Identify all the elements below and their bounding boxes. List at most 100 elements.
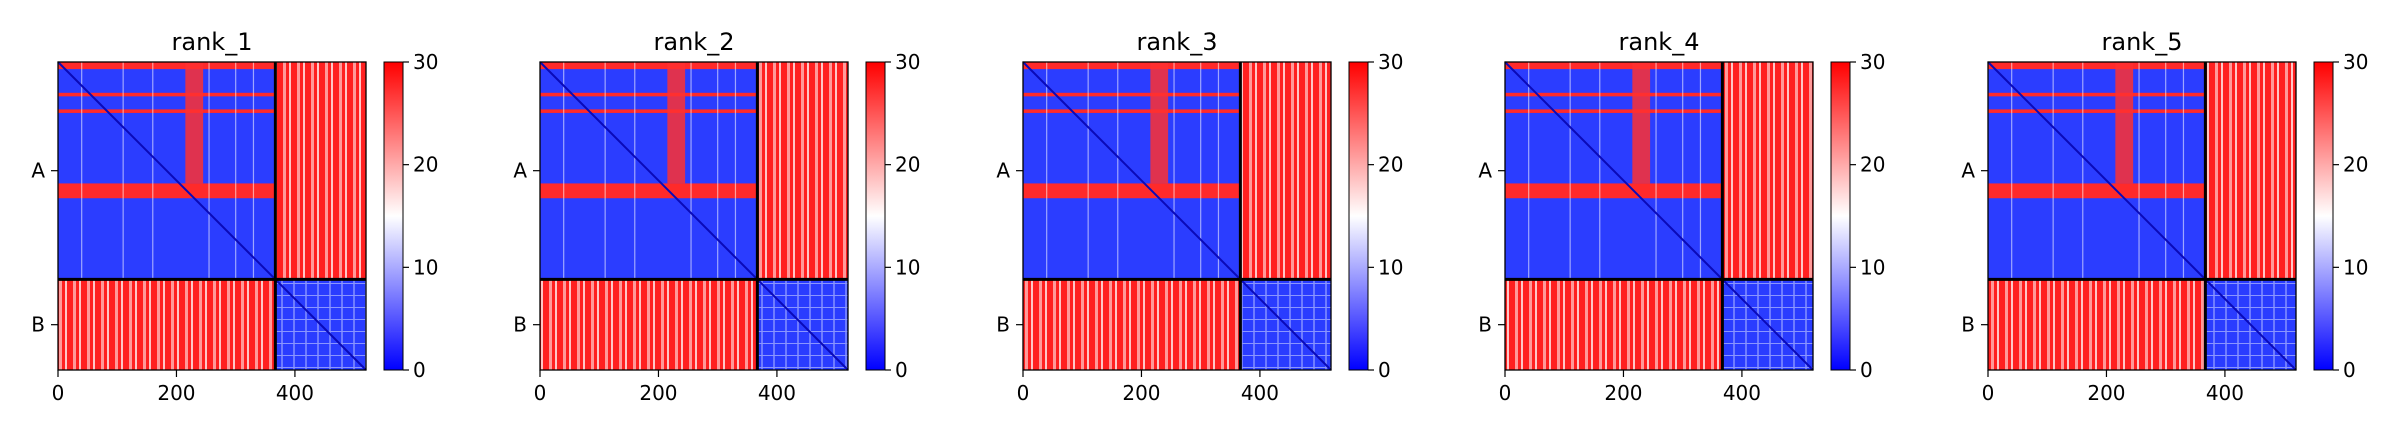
panel-2: rank_2 0 200 400 A B 0 10 20 30 [513, 28, 920, 405]
panel-title: rank_2 [654, 28, 735, 56]
block-B-A [1988, 279, 2206, 370]
y-tick-label: B [1478, 313, 1492, 337]
block-A-B [275, 62, 366, 280]
diagonal [57, 61, 367, 371]
y-tick-label: A [996, 159, 1010, 183]
band-row-0 [1988, 62, 2206, 70]
y-tick-label: A [513, 159, 527, 183]
y-tick-label: A [31, 159, 45, 183]
heatmap [1022, 61, 1332, 371]
diagonal [1987, 61, 2297, 371]
colorbar: 0 10 20 30 [1830, 50, 1885, 382]
block-A-B [1722, 62, 1813, 280]
colorbar-tick-label: 0 [2343, 358, 2356, 382]
plot-frame [57, 61, 367, 371]
colorbar-tick-label: 10 [895, 255, 920, 279]
colorbar-tick-label: 20 [895, 153, 920, 177]
colorbar-frame [865, 61, 886, 371]
colorbar-tick-label: 10 [2343, 255, 2368, 279]
band-col-0 [185, 62, 204, 184]
panel-title: rank_5 [2102, 28, 2183, 56]
heatmap [1504, 61, 1814, 371]
plot-frame [1987, 61, 2297, 371]
x-tick-label: 0 [1982, 381, 1995, 405]
band-row-2 [58, 109, 276, 113]
band-row-2 [540, 109, 758, 113]
colorbar-tick-label: 30 [413, 50, 438, 74]
x-tick-label: 400 [1241, 381, 1279, 405]
band-row-3 [1505, 183, 1723, 199]
band-row-3 [540, 183, 758, 199]
colorbar-gradient [1349, 62, 1368, 370]
x-tick-label: 200 [639, 381, 677, 405]
colorbar-tick-label: 10 [413, 255, 438, 279]
block-A-B [1240, 62, 1331, 280]
colorbar-tick-label: 0 [1378, 358, 1391, 382]
band-row-0 [58, 62, 276, 70]
plot-frame [539, 61, 849, 371]
plot-frame [1504, 61, 1814, 371]
band-row-3 [58, 183, 276, 199]
block-B-A [540, 279, 758, 370]
colorbar: 0 10 20 30 [2313, 50, 2368, 382]
band-col-0 [1150, 62, 1169, 184]
band-row-2 [1505, 109, 1723, 113]
colorbar-tick-label: 20 [1378, 153, 1403, 177]
colorbar-tick-label: 20 [413, 153, 438, 177]
colorbar-tick-label: 30 [2343, 50, 2368, 74]
band-row-0 [1023, 62, 1241, 70]
colorbar-tick-label: 10 [1378, 255, 1403, 279]
heatmap [539, 61, 849, 371]
band-row-1 [58, 92, 276, 97]
colorbar: 0 10 20 30 [865, 50, 920, 382]
y-tick-label: A [1961, 159, 1975, 183]
band-row-3 [1988, 183, 2206, 199]
colorbar-tick-label: 0 [895, 358, 908, 382]
colorbar: 0 10 20 30 [383, 50, 438, 382]
x-tick-label: 400 [2206, 381, 2244, 405]
band-row-1 [1505, 92, 1723, 97]
block-B-A [1505, 279, 1723, 370]
panel-1: rank_1 0 200 400 A B 0 10 20 30 [31, 28, 438, 405]
x-tick-label: 200 [2087, 381, 2125, 405]
x-tick-label: 0 [52, 381, 65, 405]
heatmap [57, 61, 367, 371]
y-tick-label: B [513, 313, 527, 337]
colorbar-tick-label: 10 [1860, 255, 1885, 279]
colorbar-gradient [866, 62, 885, 370]
colorbar: 0 10 20 30 [1348, 50, 1403, 382]
colorbar-frame [383, 61, 404, 371]
band-row-1 [1023, 92, 1241, 97]
block-A-B [757, 62, 848, 280]
panel-5: rank_5 0 200 400 A B 0 10 20 30 [1961, 28, 2368, 405]
colorbar-gradient [1831, 62, 1850, 370]
colorbar-gradient [384, 62, 403, 370]
band-col-0 [1632, 62, 1651, 184]
plot-frame [1022, 61, 1332, 371]
panel-4: rank_4 0 200 400 A B 0 10 20 30 [1478, 28, 1885, 405]
band-row-1 [1988, 92, 2206, 97]
y-tick-label: B [996, 313, 1010, 337]
x-tick-label: 200 [1122, 381, 1160, 405]
colorbar-tick-label: 20 [2343, 153, 2368, 177]
band-col-0 [2115, 62, 2134, 184]
x-tick-label: 200 [1604, 381, 1642, 405]
band-row-2 [1988, 109, 2206, 113]
x-tick-label: 0 [1017, 381, 1030, 405]
colorbar-tick-label: 0 [1860, 358, 1873, 382]
colorbar-tick-label: 0 [413, 358, 426, 382]
colorbar-tick-label: 30 [895, 50, 920, 74]
x-tick-label: 400 [1723, 381, 1761, 405]
x-tick-label: 400 [758, 381, 796, 405]
block-A-B [2205, 62, 2296, 280]
x-tick-label: 200 [157, 381, 195, 405]
x-tick-label: 0 [1499, 381, 1512, 405]
colorbar-tick-label: 30 [1378, 50, 1403, 74]
panel-title: rank_3 [1137, 28, 1218, 56]
heatmap [1987, 61, 2297, 371]
diagonal [1504, 61, 1814, 371]
band-row-0 [540, 62, 758, 70]
x-tick-label: 400 [276, 381, 314, 405]
y-tick-label: B [1961, 313, 1975, 337]
